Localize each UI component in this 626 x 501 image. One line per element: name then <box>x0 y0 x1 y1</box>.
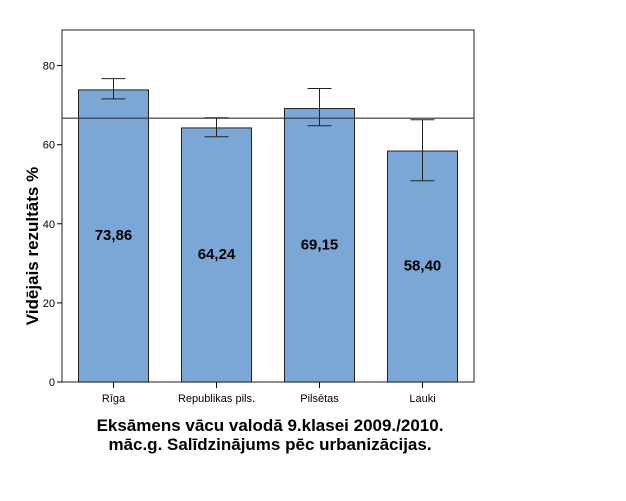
data-label: 73,86 <box>95 227 133 244</box>
x-tick-label: Republikas pils. <box>178 393 255 405</box>
chart-title: Eksāmens vācu valodā 9.klasei 2009./2010… <box>0 416 540 454</box>
x-tick-label: Pilsētas <box>300 393 339 405</box>
y-tick-label: 0 <box>49 377 55 389</box>
y-tick-label: 80 <box>43 61 55 73</box>
data-label: 58,40 <box>404 258 442 275</box>
x-tick-label: Rīga <box>102 393 126 405</box>
data-label: 64,24 <box>198 246 236 263</box>
chart-title-line-2: māc.g. Salīdzinājums pēc urbanizācijas. <box>108 435 432 454</box>
bar <box>387 150 458 383</box>
y-tick-label: 40 <box>43 219 55 231</box>
chart-title-line-1: Eksāmens vācu valodā 9.klasei 2009./2010… <box>96 416 444 435</box>
bar <box>284 108 355 383</box>
y-axis-label: Vidējais rezultāts % <box>23 167 42 325</box>
y-tick-label: 20 <box>43 298 55 310</box>
data-label: 69,15 <box>301 236 339 253</box>
x-tick-label: Lauki <box>409 393 435 405</box>
y-tick-label: 60 <box>43 140 55 152</box>
